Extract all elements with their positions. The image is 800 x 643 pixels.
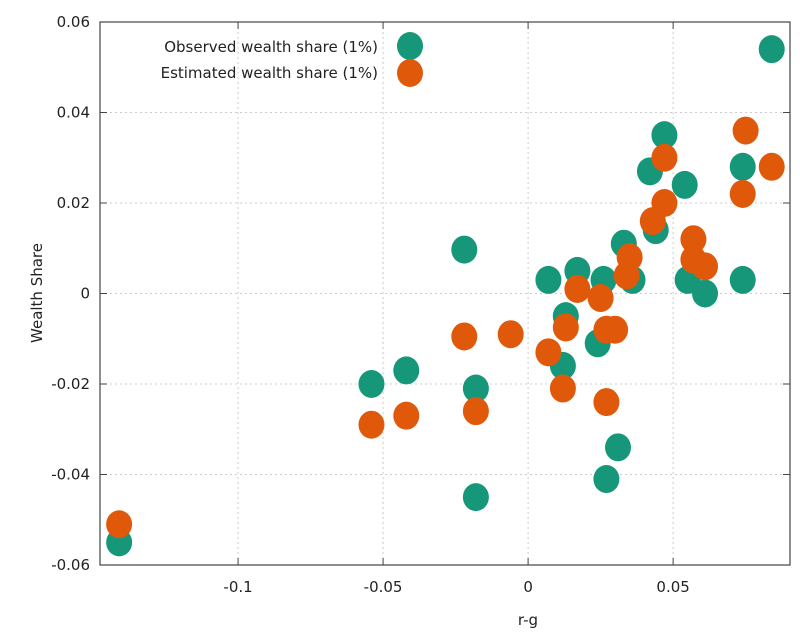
observed-point — [758, 35, 785, 64]
x-tick-label: 0.05 — [656, 578, 689, 596]
observed-point — [729, 265, 756, 294]
estimated-point — [729, 179, 756, 208]
observed-point — [671, 170, 698, 199]
legend-marker-observed — [397, 32, 423, 60]
estimated-point — [564, 274, 591, 303]
estimated-point — [758, 152, 785, 181]
y-tick-label: -0.02 — [51, 375, 90, 393]
observed-point — [651, 121, 678, 150]
estimated-point — [552, 313, 579, 342]
observed-point — [451, 235, 478, 264]
x-tick-label: 0 — [523, 578, 533, 596]
estimated-point — [497, 320, 524, 349]
legend-label-observed: Observed wealth share (1%) — [164, 38, 378, 56]
observed-point — [358, 370, 385, 398]
observed-point — [692, 279, 719, 308]
estimated-point — [535, 338, 562, 367]
grid-lines — [100, 22, 790, 565]
estimated-point — [613, 261, 640, 290]
observed-point — [462, 483, 489, 512]
y-axis-label: Wealth Share — [28, 243, 46, 343]
estimated-point — [393, 401, 420, 430]
observed-point — [462, 374, 489, 403]
observed-point — [535, 265, 562, 294]
observed-point — [605, 433, 632, 462]
estimated-point — [639, 207, 666, 236]
estimated-point — [651, 143, 678, 172]
data-points — [106, 35, 785, 557]
observed-point — [393, 356, 420, 385]
legend: Observed wealth share (1%) Estimated wea… — [161, 32, 423, 87]
x-tick-label: -0.1 — [223, 578, 252, 596]
estimated-point — [732, 116, 759, 145]
observed-point — [729, 152, 756, 181]
estimated-point — [451, 322, 478, 351]
estimated-point — [462, 397, 489, 426]
y-tick-label: -0.04 — [51, 466, 90, 484]
y-tick-label: -0.06 — [51, 556, 90, 574]
axis-ticks: -0.1 -0.05 0 0.05 -0.06 -0.04 -0.02 0 0.02 0.04 0.… — [51, 13, 790, 596]
legend-marker-estimated — [397, 59, 423, 87]
estimated-point — [680, 225, 707, 254]
estimated-point — [593, 388, 620, 417]
estimated-point — [106, 510, 133, 539]
observed-point — [593, 465, 620, 494]
estimated-point — [593, 315, 620, 344]
estimated-point — [587, 284, 614, 313]
legend-label-estimated: Estimated wealth share (1%) — [161, 64, 378, 82]
y-tick-label: 0.02 — [57, 194, 90, 212]
estimated-point — [358, 410, 385, 439]
y-tick-label: 0.04 — [57, 104, 90, 122]
estimated-point — [692, 252, 719, 281]
y-tick-label: 0 — [80, 285, 90, 303]
x-axis-label: r-g — [518, 611, 538, 629]
y-tick-label: 0.06 — [57, 13, 90, 31]
x-tick-label: -0.05 — [364, 578, 403, 596]
estimated-point — [549, 374, 576, 403]
